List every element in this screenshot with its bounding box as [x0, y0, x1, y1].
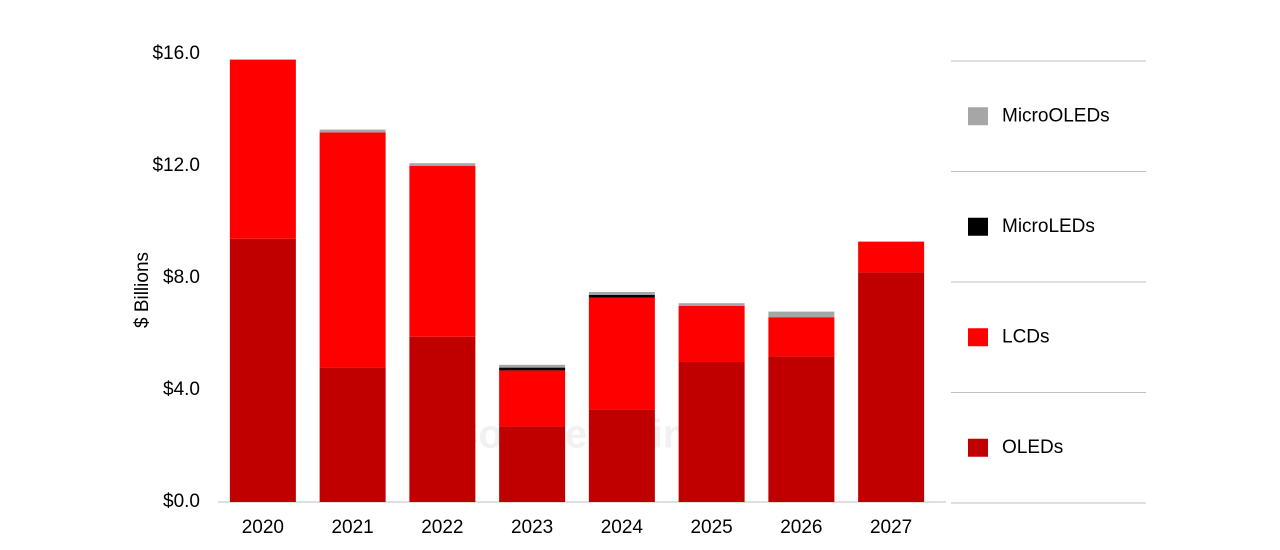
bar-segment — [409, 163, 476, 166]
bar-segment — [319, 132, 386, 368]
legend-label: LCDs — [1002, 326, 1050, 347]
y-tick-label: $16.0 — [152, 43, 200, 64]
y-tick-label: $4.0 — [163, 379, 200, 400]
x-tick-label: 2022 — [421, 517, 463, 538]
y-tick-label: $12.0 — [152, 155, 200, 176]
bar-segment — [229, 59, 296, 239]
bar-segment — [678, 362, 745, 502]
bar-segment — [678, 306, 745, 362]
bar-segment — [319, 367, 386, 502]
bar-segment — [858, 272, 925, 502]
y-tick-label: $8.0 — [163, 267, 200, 288]
bar-segment — [768, 317, 835, 357]
bar-segment — [409, 166, 476, 337]
x-tick-label: 2027 — [870, 517, 912, 538]
bar-segment — [499, 367, 566, 371]
bar-segment — [588, 292, 655, 295]
x-tick-label: 2025 — [690, 517, 732, 538]
bar-segment — [858, 241, 925, 273]
bar-segment — [588, 409, 655, 502]
x-tick-label: 2026 — [780, 517, 822, 538]
x-tick-label: 2020 — [242, 517, 284, 538]
bar-segment — [499, 370, 566, 427]
bar-segment — [499, 426, 566, 502]
legend-swatch — [968, 107, 988, 126]
legend-swatch — [968, 438, 988, 457]
bar-segment — [588, 294, 655, 298]
bar-segment — [499, 364, 566, 368]
x-tick-label: 2024 — [601, 517, 644, 538]
x-tick-label: 2023 — [511, 517, 553, 538]
bar-segment — [229, 238, 296, 503]
legend-label: MicroLEDs — [1002, 216, 1095, 237]
x-tick-label: 2021 — [331, 517, 373, 538]
bar-segment — [678, 303, 745, 306]
legend-swatch — [968, 217, 988, 236]
bar-segment — [768, 356, 835, 502]
bar-segment — [588, 297, 655, 410]
legend-swatch — [968, 328, 988, 347]
legend-label: MicroOLEDs — [1002, 105, 1110, 126]
legend-label: OLEDs — [1002, 437, 1063, 458]
bar-segment — [319, 129, 386, 133]
bar-segment — [768, 311, 835, 318]
bar-segment — [409, 336, 476, 502]
y-axis-label: $ Billions — [132, 252, 153, 328]
y-tick-label: $0.0 — [163, 491, 200, 512]
watermark: Counterpoint — [449, 413, 700, 457]
